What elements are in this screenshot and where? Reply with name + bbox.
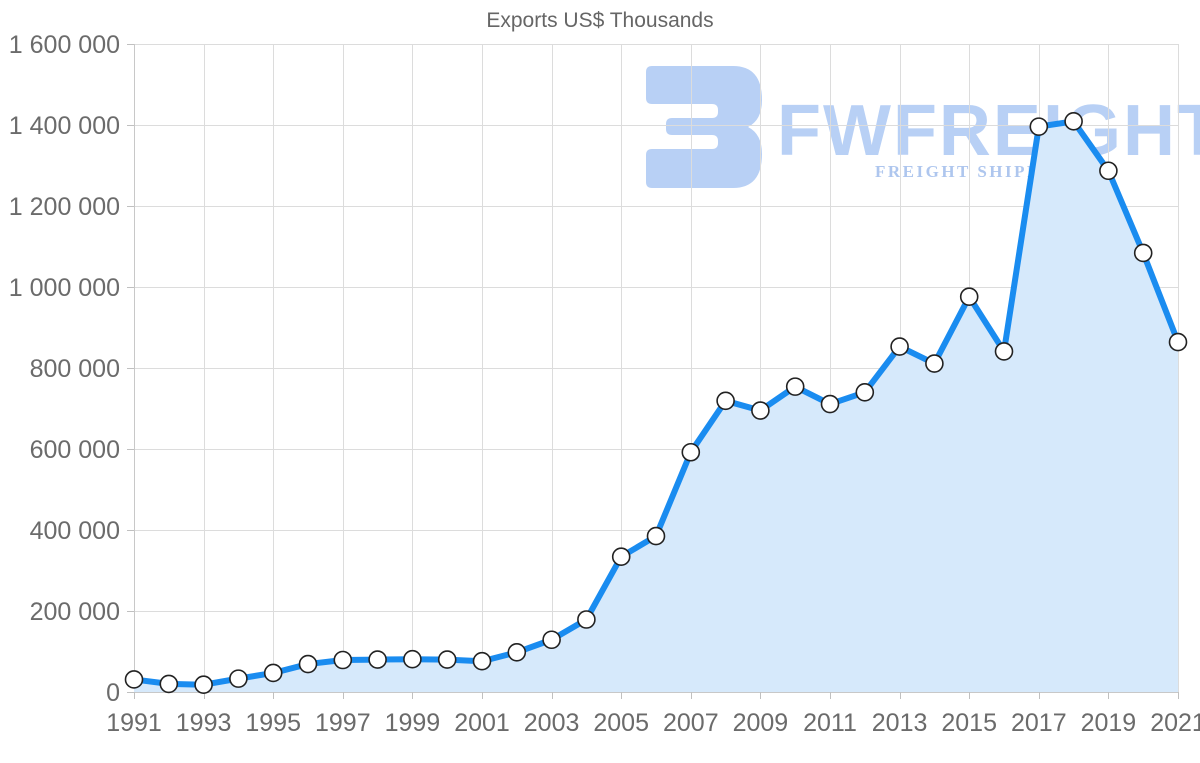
x-axis-tick-label: 2017 [1011,709,1067,737]
y-axis-tick-label: 1 000 000 [9,274,120,302]
exports-data-markers [124,112,1188,695]
data-point-marker[interactable] [611,547,631,567]
y-axis-tick-label: 1 400 000 [9,112,120,140]
watermark-brand-text: FWFREIGHT [777,91,1200,171]
data-point-marker[interactable] [785,377,805,396]
x-axis-tick-label: 2021 [1150,709,1200,737]
x-axis-tick-label: 2007 [663,709,719,737]
y-axis-tick-label: 600 000 [30,436,120,464]
data-point-marker[interactable] [194,675,213,695]
x-axis-tick-label: 1991 [106,709,162,737]
data-point-marker[interactable] [890,337,909,356]
data-point-marker[interactable] [1133,243,1153,263]
data-point-marker[interactable] [681,442,701,462]
x-axis-tick-label: 1997 [315,709,371,737]
data-point-marker[interactable] [1168,332,1188,352]
x-axis-tick-label: 2003 [524,709,580,737]
data-point-marker[interactable] [994,342,1014,361]
x-axis-tick-label: 2011 [803,709,857,737]
data-point-marker[interactable] [959,287,979,307]
data-point-marker[interactable] [263,663,283,683]
data-point-marker[interactable] [472,651,492,671]
x-axis-tick-label: 2009 [733,709,789,737]
data-point-marker[interactable] [716,391,735,411]
data-point-marker[interactable] [925,354,944,373]
data-point-marker[interactable] [646,526,666,546]
data-point-marker[interactable] [333,650,353,670]
axis-lines [134,44,1178,693]
y-axis-tick-labels: 0 200 000 400 000 600 000 800 000 1 000 000 1 … [9,31,120,707]
data-point-marker[interactable] [542,630,561,650]
y-axis-tick-label: 0 [106,679,120,707]
fwfreight-watermark: FWFREIGHT FREIGHT SHIPPING [646,66,1200,188]
y-axis-tick-label: 1 600 000 [9,31,120,59]
data-point-marker[interactable] [577,610,596,629]
fwfreight-logo-mark [646,66,762,188]
x-axis-tick-label: 2013 [872,709,928,737]
tick-marks [127,44,1179,699]
watermark-tagline-text: FREIGHT SHIPPING [875,162,1080,181]
data-point-marker[interactable] [751,401,770,420]
data-point-marker[interactable] [1064,112,1083,131]
x-axis-tick-label: 2019 [1081,709,1137,737]
x-axis-tick-label: 2001 [454,709,510,737]
x-axis-tick-label: 1993 [176,709,232,737]
x-axis-tick-labels: 1991 1993 1995 1997 1999 2001 2003 2005 2007 2009… [106,709,1200,737]
y-axis-tick-label: 1 200 000 [9,193,120,221]
data-point-marker[interactable] [1099,161,1118,181]
x-axis-tick-label: 1999 [385,709,441,737]
y-axis-tick-label: 200 000 [30,598,120,626]
data-point-marker[interactable] [403,649,422,669]
data-point-marker[interactable] [855,382,875,402]
x-axis-tick-label: 2015 [941,709,997,737]
x-axis-tick-label: 2005 [593,709,649,737]
exports-area-fill [134,121,1178,693]
logo-glyph-icon [646,66,762,188]
y-axis-tick-label: 400 000 [30,517,120,545]
chart-title: Exports US$ Thousands [486,9,713,32]
data-point-marker[interactable] [1029,117,1049,136]
data-point-marker[interactable] [229,669,248,688]
data-point-marker[interactable] [507,643,527,662]
data-point-marker[interactable] [298,654,318,674]
data-point-marker[interactable] [820,394,840,414]
data-point-marker[interactable] [368,650,387,669]
data-point-marker[interactable] [124,670,144,689]
x-axis-tick-label: 1995 [245,709,301,737]
y-axis-tick-label: 800 000 [30,355,120,383]
data-point-marker[interactable] [437,650,457,669]
data-point-marker[interactable] [159,674,179,694]
